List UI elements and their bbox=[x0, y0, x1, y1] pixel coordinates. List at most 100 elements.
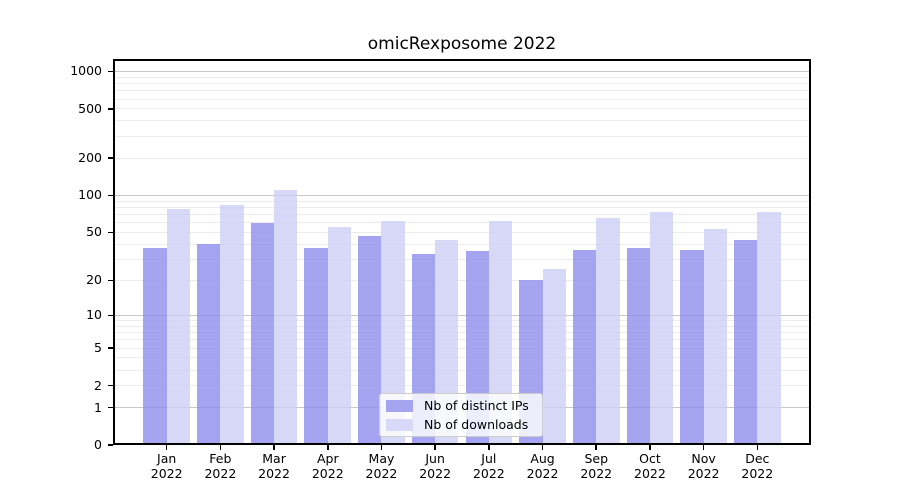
y-tick-mark-200 bbox=[108, 157, 113, 159]
x-tick-year: 2022 bbox=[419, 466, 452, 481]
y-tick-mark-100 bbox=[108, 194, 113, 197]
legend: Nb of distinct IPs Nb of downloads bbox=[379, 393, 543, 437]
x-tick-label-jan: Jan 2022 bbox=[137, 451, 197, 481]
y-tick-mark-10 bbox=[108, 314, 113, 317]
y-tick-mark-1 bbox=[108, 406, 113, 409]
bar-downloads-dec bbox=[757, 212, 781, 445]
y-tick-label-50: 50 bbox=[86, 224, 102, 240]
y-tick-label-20: 20 bbox=[86, 272, 102, 288]
x-tick-year: 2022 bbox=[634, 466, 666, 481]
x-tick-mark-jan bbox=[165, 445, 168, 450]
y-tick-label-10: 10 bbox=[86, 307, 102, 323]
gridline-major-1000 bbox=[113, 70, 811, 73]
x-tick-month: May bbox=[368, 451, 395, 466]
x-tick-month: Dec bbox=[745, 451, 770, 466]
gridline-minor-200 bbox=[113, 157, 811, 159]
x-tick-year: 2022 bbox=[741, 466, 774, 481]
bar-downloads-jan bbox=[166, 208, 190, 445]
x-tick-month: Jan bbox=[157, 451, 177, 466]
x-tick-month: Nov bbox=[691, 451, 716, 466]
x-tick-label-oct: Oct 2022 bbox=[620, 451, 680, 481]
gridline-minor-3 bbox=[113, 369, 811, 371]
x-tick-month: Jul bbox=[481, 451, 497, 466]
gridline-minor-700 bbox=[113, 90, 811, 92]
gridline-major-100 bbox=[113, 194, 811, 197]
y-tick-label-1: 1 bbox=[94, 399, 102, 415]
bar-distinct-ips-oct bbox=[626, 248, 650, 445]
x-tick-label-feb: Feb 2022 bbox=[190, 451, 250, 481]
x-tick-label-dec: Dec 2022 bbox=[727, 451, 787, 481]
x-tick-mark-oct bbox=[649, 445, 651, 450]
x-tick-mark-nov bbox=[702, 445, 705, 450]
x-tick-month: Jun bbox=[425, 451, 445, 466]
x-tick-month: Oct bbox=[639, 451, 661, 466]
x-tick-month: Apr bbox=[316, 451, 339, 466]
gridline-minor-50 bbox=[113, 231, 811, 233]
x-tick-mark-mar bbox=[273, 445, 275, 450]
legend-swatch-downloads bbox=[386, 418, 413, 431]
gridline-minor-600 bbox=[113, 98, 811, 100]
bar-distinct-ips-may bbox=[358, 235, 382, 445]
bar-downloads-sep bbox=[596, 218, 620, 445]
x-tick-month: Feb bbox=[209, 451, 232, 466]
gridline-minor-900 bbox=[113, 76, 811, 78]
legend-label-downloads: Nb of downloads bbox=[424, 416, 529, 432]
x-tick-year: 2022 bbox=[472, 466, 505, 481]
y-tick-label-5: 5 bbox=[94, 340, 102, 356]
x-tick-year: 2022 bbox=[580, 466, 613, 481]
x-tick-label-sep: Sep 2022 bbox=[566, 451, 626, 481]
gridline-minor-70 bbox=[113, 214, 811, 216]
bar-downloads-oct bbox=[649, 211, 674, 445]
x-tick-year: 2022 bbox=[150, 466, 183, 481]
gridline-minor-800 bbox=[113, 82, 811, 84]
x-tick-label-nov: Nov 2022 bbox=[674, 451, 734, 481]
y-tick-label-2: 2 bbox=[94, 377, 102, 393]
bar-distinct-ips-mar bbox=[250, 222, 275, 445]
gridline-major-10 bbox=[113, 314, 811, 317]
y-tick-mark-20 bbox=[108, 279, 113, 282]
bar-distinct-ips-nov bbox=[680, 249, 704, 445]
x-tick-label-jun: Jun 2022 bbox=[405, 451, 465, 481]
bar-distinct-ips-apr bbox=[304, 248, 328, 445]
y-tick-label-100: 100 bbox=[78, 187, 102, 203]
gridline-minor-90 bbox=[113, 200, 811, 202]
bar-distinct-ips-jan bbox=[143, 248, 167, 445]
gridline-minor-20 bbox=[113, 279, 811, 281]
legend-row-downloads: Nb of downloads bbox=[386, 417, 534, 433]
x-tick-year: 2022 bbox=[365, 466, 398, 481]
y-tick-mark-500 bbox=[108, 108, 113, 110]
legend-row-distinct-ips: Nb of distinct IPs bbox=[386, 398, 534, 414]
x-tick-label-mar: Mar 2022 bbox=[244, 451, 304, 481]
plot-area bbox=[113, 59, 811, 445]
gridline-minor-40 bbox=[113, 243, 811, 245]
x-tick-mark-sep bbox=[595, 445, 597, 450]
gridline-minor-400 bbox=[113, 120, 811, 122]
bar-distinct-ips-feb bbox=[197, 244, 221, 445]
x-tick-year: 2022 bbox=[311, 466, 344, 481]
bar-distinct-ips-sep bbox=[572, 249, 597, 445]
gridline-minor-300 bbox=[113, 135, 811, 137]
x-tick-mark-jul bbox=[488, 445, 490, 450]
x-tick-mark-apr bbox=[327, 445, 329, 450]
gridline-minor-80 bbox=[113, 206, 811, 208]
y-tick-label-1000: 1000 bbox=[70, 63, 102, 79]
bar-downloads-may bbox=[381, 220, 405, 445]
gridline-minor-8 bbox=[113, 325, 811, 327]
x-tick-mark-may bbox=[380, 445, 383, 450]
bar-downloads-feb bbox=[220, 205, 244, 445]
x-tick-mark-aug bbox=[541, 445, 544, 450]
bar-downloads-aug bbox=[542, 268, 566, 445]
gridline-minor-7 bbox=[113, 332, 811, 334]
y-tick-label-200: 200 bbox=[78, 150, 102, 166]
y-tick-label-500: 500 bbox=[78, 100, 102, 116]
gridline-minor-30 bbox=[113, 258, 811, 260]
x-tick-mark-dec bbox=[756, 445, 759, 450]
x-tick-year: 2022 bbox=[687, 466, 720, 481]
gridline-minor-6 bbox=[113, 339, 811, 341]
y-tick-mark-0 bbox=[108, 444, 113, 446]
y-tick-mark-2 bbox=[108, 384, 113, 387]
x-tick-month: Mar bbox=[262, 451, 286, 466]
bar-downloads-apr bbox=[327, 227, 352, 445]
bar-distinct-ips-dec bbox=[734, 240, 758, 445]
gridline-minor-60 bbox=[113, 222, 811, 224]
